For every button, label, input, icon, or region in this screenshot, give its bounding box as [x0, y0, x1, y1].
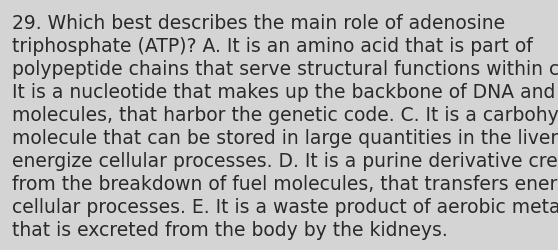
Text: energize cellular processes. D. It is a purine derivative created: energize cellular processes. D. It is a … [12, 152, 558, 170]
Text: 29. Which best describes the main role of adenosine: 29. Which best describes the main role o… [12, 14, 505, 33]
Text: cellular processes. E. It is a waste product of aerobic metabolism: cellular processes. E. It is a waste pro… [12, 197, 558, 216]
Text: molecule that can be stored in large quantities in the liver to: molecule that can be stored in large qua… [12, 128, 558, 148]
Text: from the breakdown of fuel molecules, that transfers energy for: from the breakdown of fuel molecules, th… [12, 174, 558, 193]
Text: It is a nucleotide that makes up the backbone of DNA and RNA: It is a nucleotide that makes up the bac… [12, 83, 558, 102]
Text: polypeptide chains that serve structural functions within cells. B.: polypeptide chains that serve structural… [12, 60, 558, 79]
Text: triphosphate (ATP)? A. It is an amino acid that is part of: triphosphate (ATP)? A. It is an amino ac… [12, 37, 533, 56]
Text: molecules, that harbor the genetic code. C. It is a carbohydrate: molecules, that harbor the genetic code.… [12, 106, 558, 124]
Text: that is excreted from the body by the kidneys.: that is excreted from the body by the ki… [12, 220, 448, 239]
